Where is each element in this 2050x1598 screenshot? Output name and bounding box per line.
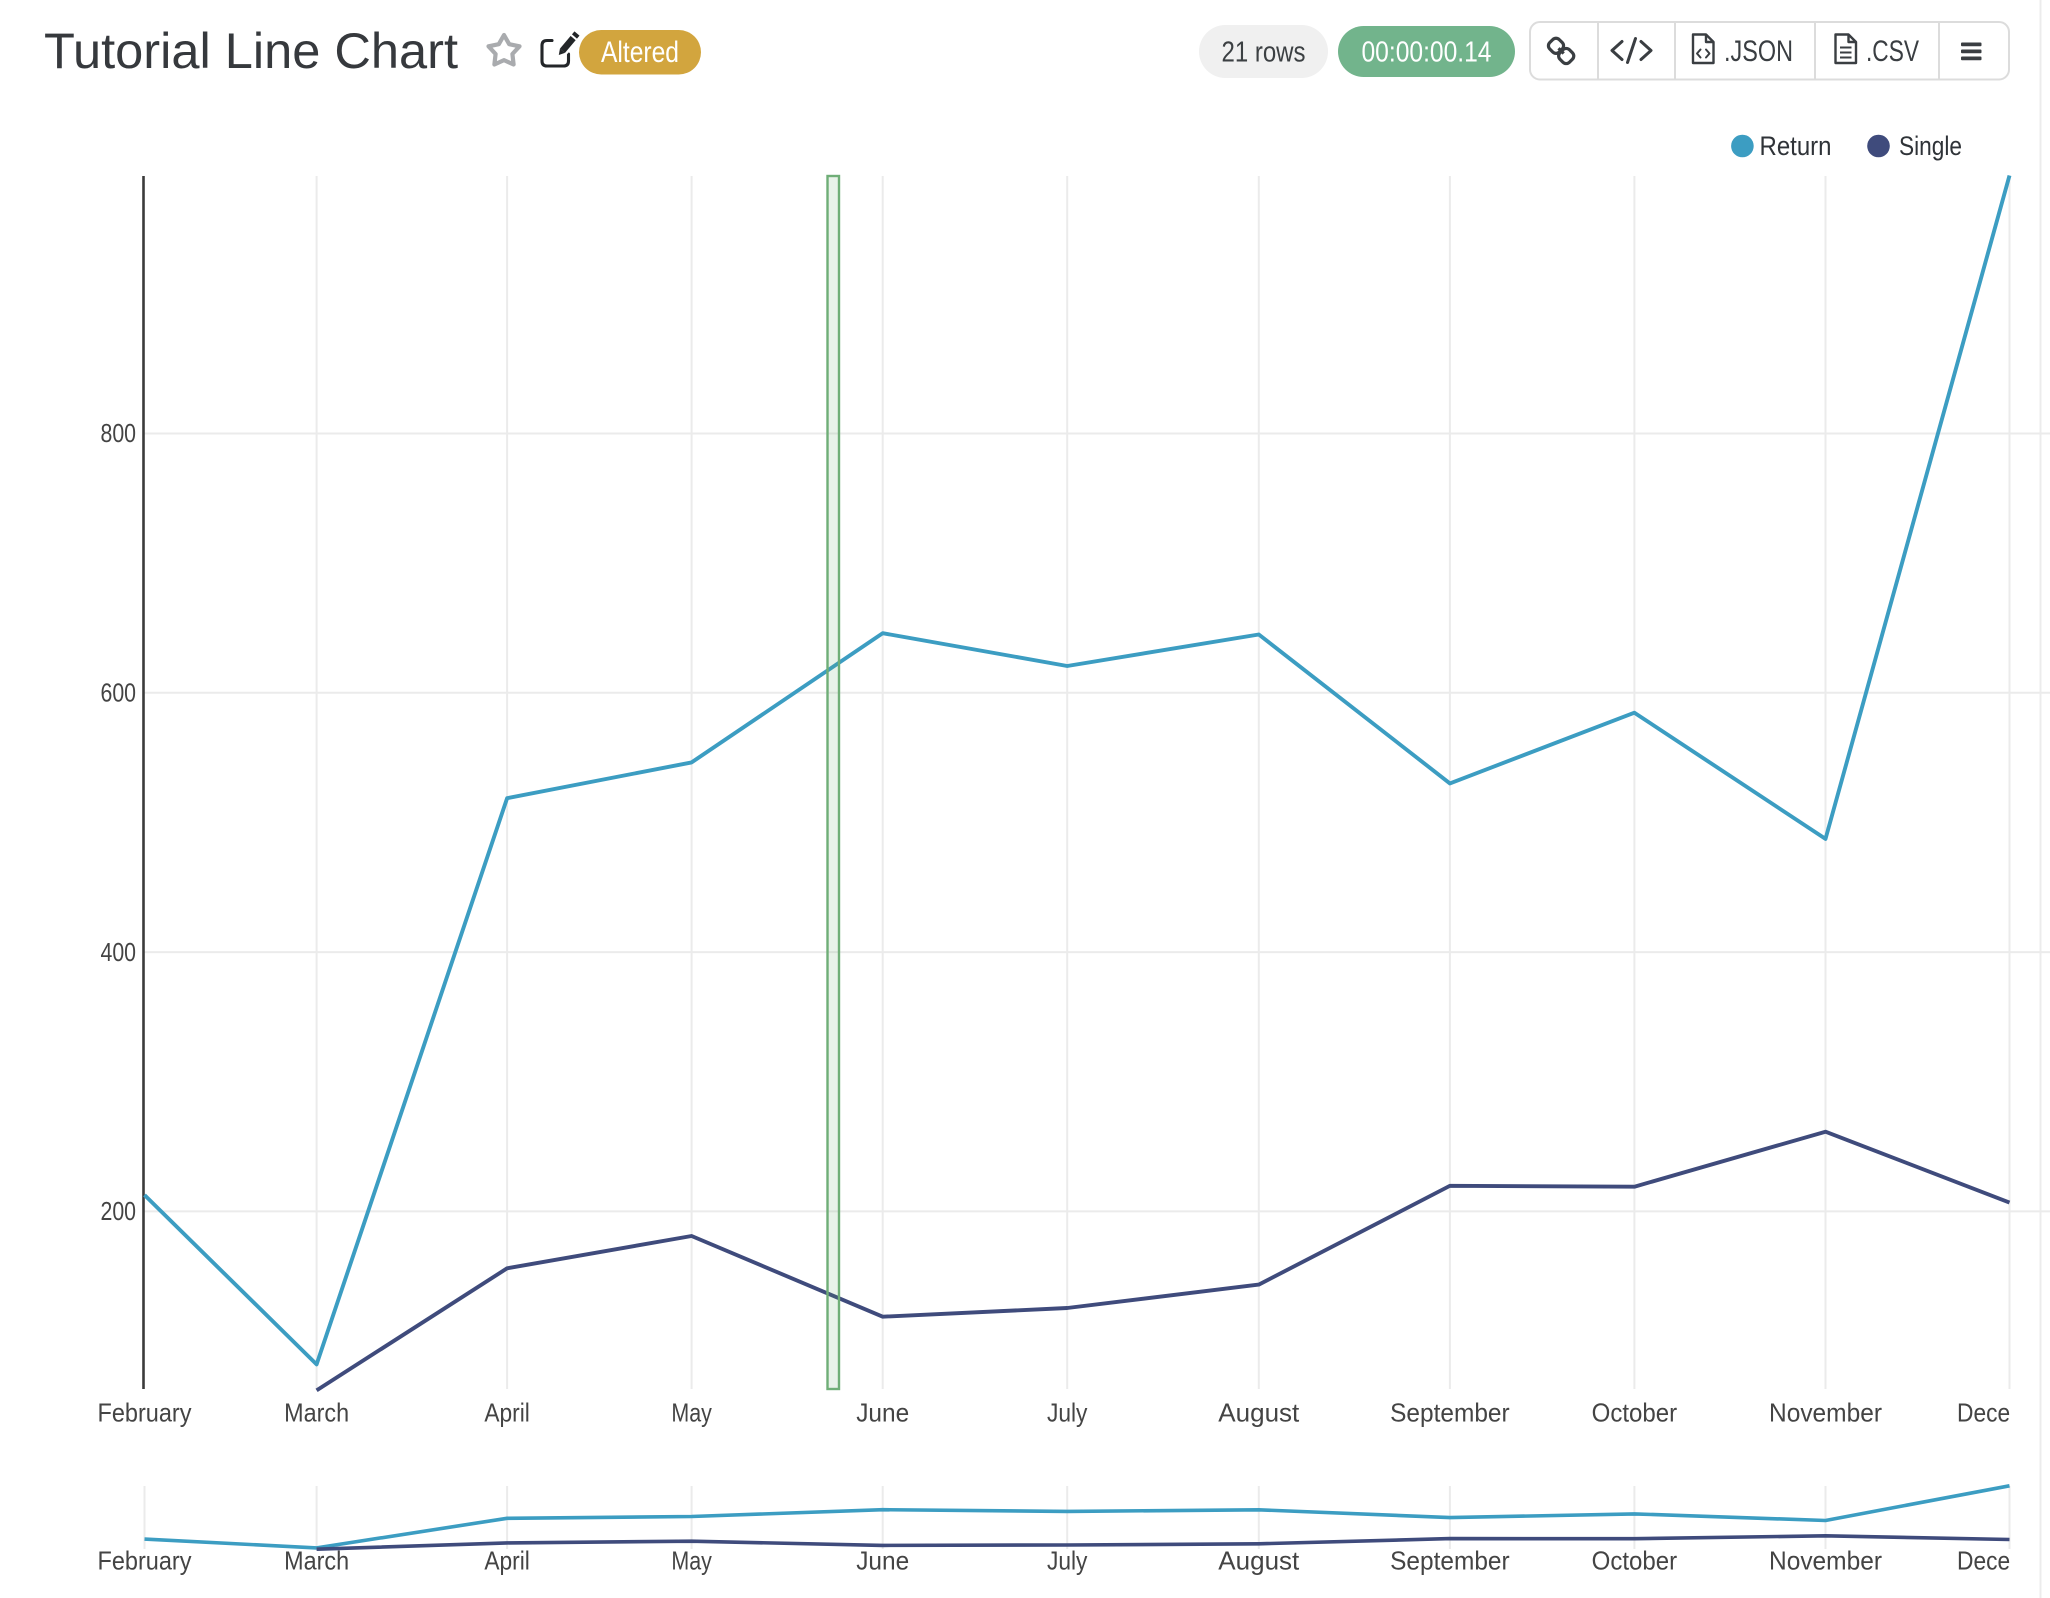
svg-text:February: February [98, 1546, 192, 1576]
svg-text:April: April [484, 1546, 530, 1576]
svg-text:.CSV: .CSV [1866, 35, 1919, 68]
svg-text:December: December [1957, 1398, 2050, 1428]
svg-text:600: 600 [101, 678, 137, 708]
svg-text:December: December [1957, 1546, 2050, 1576]
svg-text:September: September [1390, 1546, 1510, 1576]
svg-text:November: November [1769, 1398, 1882, 1428]
svg-text:Return: Return [1760, 131, 1832, 161]
svg-text:November: November [1769, 1546, 1882, 1576]
svg-text:June: June [856, 1546, 909, 1576]
svg-text:200: 200 [101, 1196, 137, 1226]
svg-text:Altered: Altered [601, 36, 679, 69]
svg-text:August: August [1218, 1546, 1300, 1576]
svg-text:September: September [1390, 1398, 1510, 1428]
svg-text:400: 400 [101, 937, 137, 967]
svg-text:February: February [98, 1398, 192, 1428]
svg-text:June: June [856, 1398, 909, 1428]
svg-text:July: July [1047, 1546, 1088, 1576]
svg-text:August: August [1218, 1398, 1300, 1428]
svg-text:Single: Single [1899, 131, 1962, 161]
svg-text:April: April [484, 1398, 530, 1428]
svg-text:July: July [1047, 1398, 1088, 1428]
svg-text:21 rows: 21 rows [1222, 37, 1306, 69]
svg-text:May: May [671, 1546, 712, 1576]
svg-text:May: May [671, 1398, 712, 1428]
svg-text:October: October [1592, 1398, 1678, 1428]
svg-text:00:00:00.14: 00:00:00.14 [1362, 37, 1492, 69]
svg-text:Tutorial Line Chart: Tutorial Line Chart [44, 23, 458, 79]
svg-text:.JSON: .JSON [1724, 35, 1793, 68]
svg-text:800: 800 [101, 418, 137, 448]
svg-text:March: March [284, 1546, 349, 1576]
svg-text:March: March [284, 1398, 349, 1428]
svg-text:October: October [1592, 1546, 1678, 1576]
